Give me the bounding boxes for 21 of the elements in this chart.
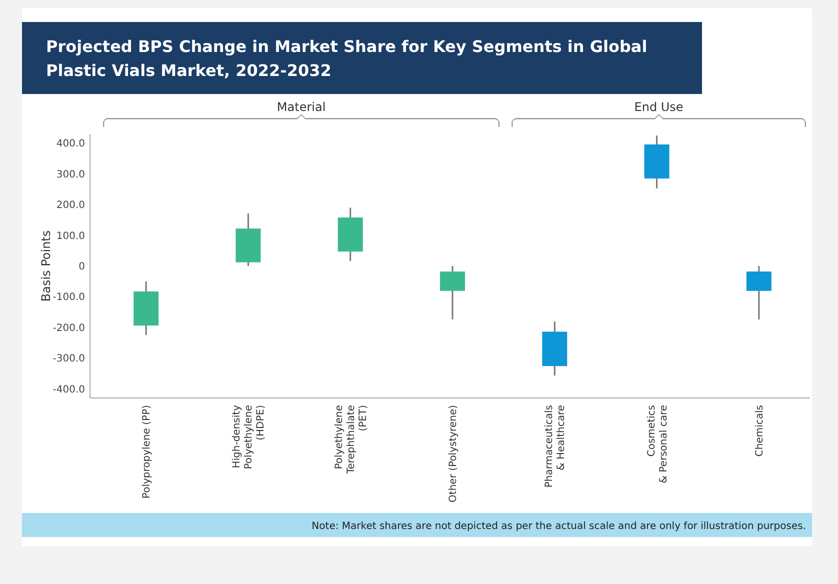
y-tick-label: -100.0: [52, 292, 85, 304]
y-tick-label: -400.0: [52, 384, 85, 396]
x-tick-label: Polyethylene Terephthalate (PET): [334, 404, 369, 475]
x-tick-label: Pharmaceuticals & Healthcare: [544, 405, 568, 488]
y-tick-label: 100.0: [56, 230, 85, 242]
x-tick-label: Other (Polystyrene): [448, 404, 459, 502]
x-tick-label: Cosmetics & Personal care: [646, 405, 670, 484]
x-tick-label: Polypropylene (PP): [142, 404, 153, 499]
x-tick-label: Chemicals: [754, 405, 766, 457]
y-tick-label: -200.0: [52, 322, 85, 334]
y-tick-label: 0: [78, 262, 85, 272]
text: Note: Market shares are not depicted as per the actual scale and are only for illustration purposes.: [312, 521, 806, 532]
text: Material: [276, 100, 326, 114]
x-tick-label: High-density Polyethylene (HDPE): [232, 404, 267, 470]
y-tick-label: 400.0: [56, 138, 85, 150]
chart-title: Projected BPS Change in Market Share for Key Segments in Global Plastic Vials Market, 2022-2032: [46, 37, 648, 80]
y-axis-title: Basis Points: [39, 230, 53, 302]
y-tick-label: 200.0: [56, 200, 85, 212]
text: End Use: [634, 100, 684, 114]
y-tick-label: 300.0: [56, 169, 85, 180]
y-tick-label: -300.0: [52, 354, 85, 365]
